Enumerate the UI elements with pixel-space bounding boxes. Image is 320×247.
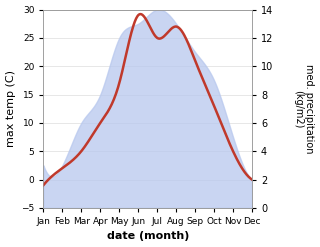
- Y-axis label: max temp (C): max temp (C): [5, 70, 16, 147]
- X-axis label: date (month): date (month): [107, 231, 189, 242]
- Y-axis label: med. precipitation
(kg/m2): med. precipitation (kg/m2): [293, 64, 315, 153]
